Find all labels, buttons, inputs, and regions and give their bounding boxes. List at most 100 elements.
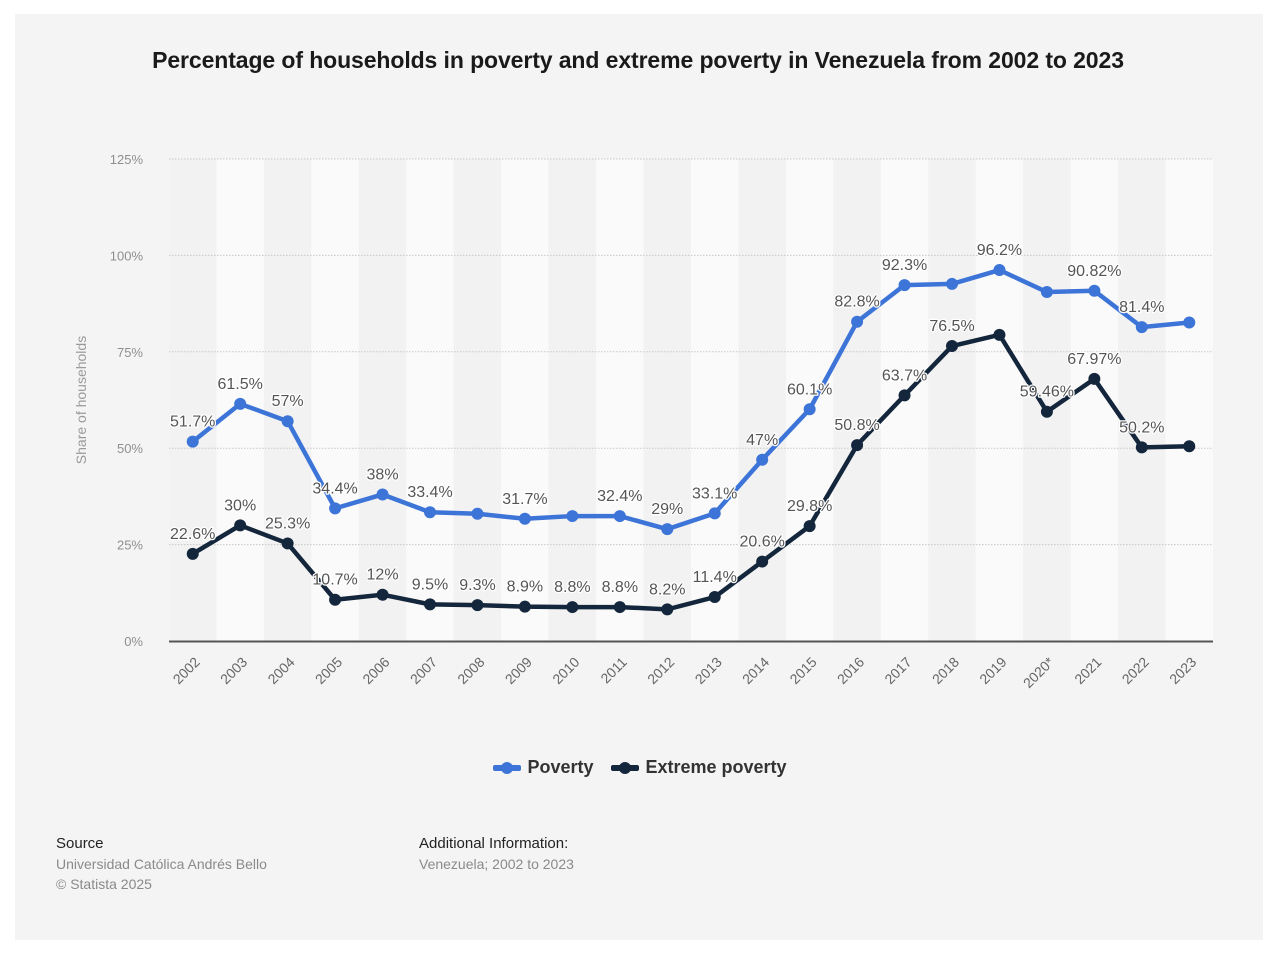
data-point[interactable] xyxy=(708,591,721,604)
data-point[interactable] xyxy=(993,264,1006,277)
legend-item-poverty[interactable]: Poverty xyxy=(493,757,593,778)
data-point[interactable] xyxy=(1040,405,1053,418)
data-point[interactable] xyxy=(376,588,389,601)
column-band xyxy=(1118,159,1166,641)
data-point[interactable] xyxy=(186,547,199,560)
data-point[interactable] xyxy=(661,523,674,536)
data-label: 10.7% xyxy=(312,572,357,589)
x-tick-label: 2023 xyxy=(1166,654,1199,687)
data-point[interactable] xyxy=(803,520,816,533)
data-point[interactable] xyxy=(471,507,484,520)
x-axis-ticks: 2002 2003 2004 2005 2006 2007 2008 2009 2010 2011… xyxy=(170,653,1200,691)
y-tick-label: 75% xyxy=(117,345,143,360)
data-point[interactable] xyxy=(281,415,294,428)
data-point[interactable] xyxy=(424,506,436,519)
data-point[interactable] xyxy=(186,435,199,448)
data-point[interactable] xyxy=(1135,321,1148,334)
data-label: 9.5% xyxy=(412,576,448,593)
data-point[interactable] xyxy=(1183,440,1196,453)
data-point[interactable] xyxy=(613,601,626,614)
x-tick-label: 2020* xyxy=(1020,653,1058,691)
data-point[interactable] xyxy=(898,389,911,402)
data-point[interactable] xyxy=(566,510,579,523)
data-point[interactable] xyxy=(613,510,626,523)
column-band xyxy=(643,159,691,641)
data-point[interactable] xyxy=(851,315,864,328)
x-tick-label: 2008 xyxy=(454,654,487,687)
data-point[interactable] xyxy=(1135,441,1148,454)
data-label: 82.8% xyxy=(834,294,879,311)
data-point[interactable] xyxy=(1183,316,1196,329)
data-point[interactable] xyxy=(518,600,531,613)
series-line xyxy=(190,267,1192,532)
data-point[interactable] xyxy=(566,601,579,614)
data-point[interactable] xyxy=(281,537,294,550)
source-heading: Source xyxy=(56,835,104,852)
data-point[interactable] xyxy=(1088,284,1101,297)
data-point[interactable] xyxy=(898,279,911,292)
data-point[interactable] xyxy=(376,488,389,501)
data-label: 57% xyxy=(272,393,304,410)
data-point[interactable] xyxy=(1040,286,1053,299)
data-point[interactable] xyxy=(234,397,247,410)
x-tick-label: 2018 xyxy=(929,654,962,687)
data-label: 51.7% xyxy=(170,414,215,431)
data-point[interactable] xyxy=(708,507,721,520)
data-label: 81.4% xyxy=(1119,299,1164,316)
data-point[interactable] xyxy=(803,403,816,416)
y-tick-label: 0% xyxy=(124,634,143,649)
x-tick-label: 2003 xyxy=(217,654,250,687)
extreme-poverty-series xyxy=(186,328,1196,616)
data-label: 76.5% xyxy=(929,318,974,335)
data-point[interactable] xyxy=(756,555,769,568)
x-tick-label: 2015 xyxy=(786,654,819,687)
data-label: 8.9% xyxy=(507,579,543,596)
column-band xyxy=(358,159,407,641)
series-lines xyxy=(186,264,1196,616)
data-point[interactable] xyxy=(234,519,247,532)
data-point[interactable] xyxy=(329,593,342,606)
x-tick-label: 2005 xyxy=(312,654,345,687)
data-label: 59.46% xyxy=(1020,384,1074,401)
additional-info-heading[interactable]: Additional Information: xyxy=(419,835,569,852)
data-point[interactable] xyxy=(329,502,342,515)
data-label: 32.4% xyxy=(597,488,642,505)
data-point[interactable] xyxy=(993,328,1006,341)
y-tick-label: 25% xyxy=(117,538,143,553)
y-axis-ticks: 0% 25% 50% 75% 100% 125% xyxy=(110,152,144,649)
data-point[interactable] xyxy=(518,512,531,525)
data-point[interactable] xyxy=(424,598,436,611)
data-point[interactable] xyxy=(756,453,769,466)
source-block: Source Universidad Católica Andrés Bello… xyxy=(56,834,267,894)
column-band xyxy=(975,159,1024,641)
poverty-line-marker-icon xyxy=(493,761,522,774)
column-band xyxy=(501,159,549,641)
legend-label-extreme-poverty: Extreme poverty xyxy=(645,757,787,777)
data-point[interactable] xyxy=(471,599,484,612)
data-point[interactable] xyxy=(946,277,958,290)
data-label: 96.2% xyxy=(977,242,1022,259)
data-label: 22.6% xyxy=(170,526,215,543)
legend-item-extreme-poverty[interactable]: Extreme poverty xyxy=(611,757,787,778)
data-point[interactable] xyxy=(661,603,674,616)
extreme-poverty-line-marker-icon xyxy=(611,761,640,774)
source-name[interactable]: Universidad Católica Andrés Bello xyxy=(56,856,267,872)
data-point[interactable] xyxy=(1088,372,1101,385)
column-band xyxy=(833,159,881,641)
additional-info-text: Venezuela; 2002 to 2023 xyxy=(419,856,574,872)
y-tick-label: 125% xyxy=(110,152,144,167)
data-label: 34.4% xyxy=(312,480,357,497)
column-band xyxy=(785,159,834,641)
data-point[interactable] xyxy=(851,439,864,452)
column-band xyxy=(311,159,359,641)
data-label: 8.2% xyxy=(649,581,685,598)
data-point[interactable] xyxy=(946,340,958,353)
x-tick-label: 2006 xyxy=(359,654,392,687)
data-label: 61.5% xyxy=(217,376,262,393)
data-label: 33.4% xyxy=(407,484,452,501)
data-label: 25.3% xyxy=(265,515,310,532)
column-bands xyxy=(169,159,1213,641)
series-line xyxy=(190,332,1192,612)
x-tick-label: 2017 xyxy=(881,654,914,687)
chart-title: Percentage of households in poverty and … xyxy=(152,47,1124,73)
